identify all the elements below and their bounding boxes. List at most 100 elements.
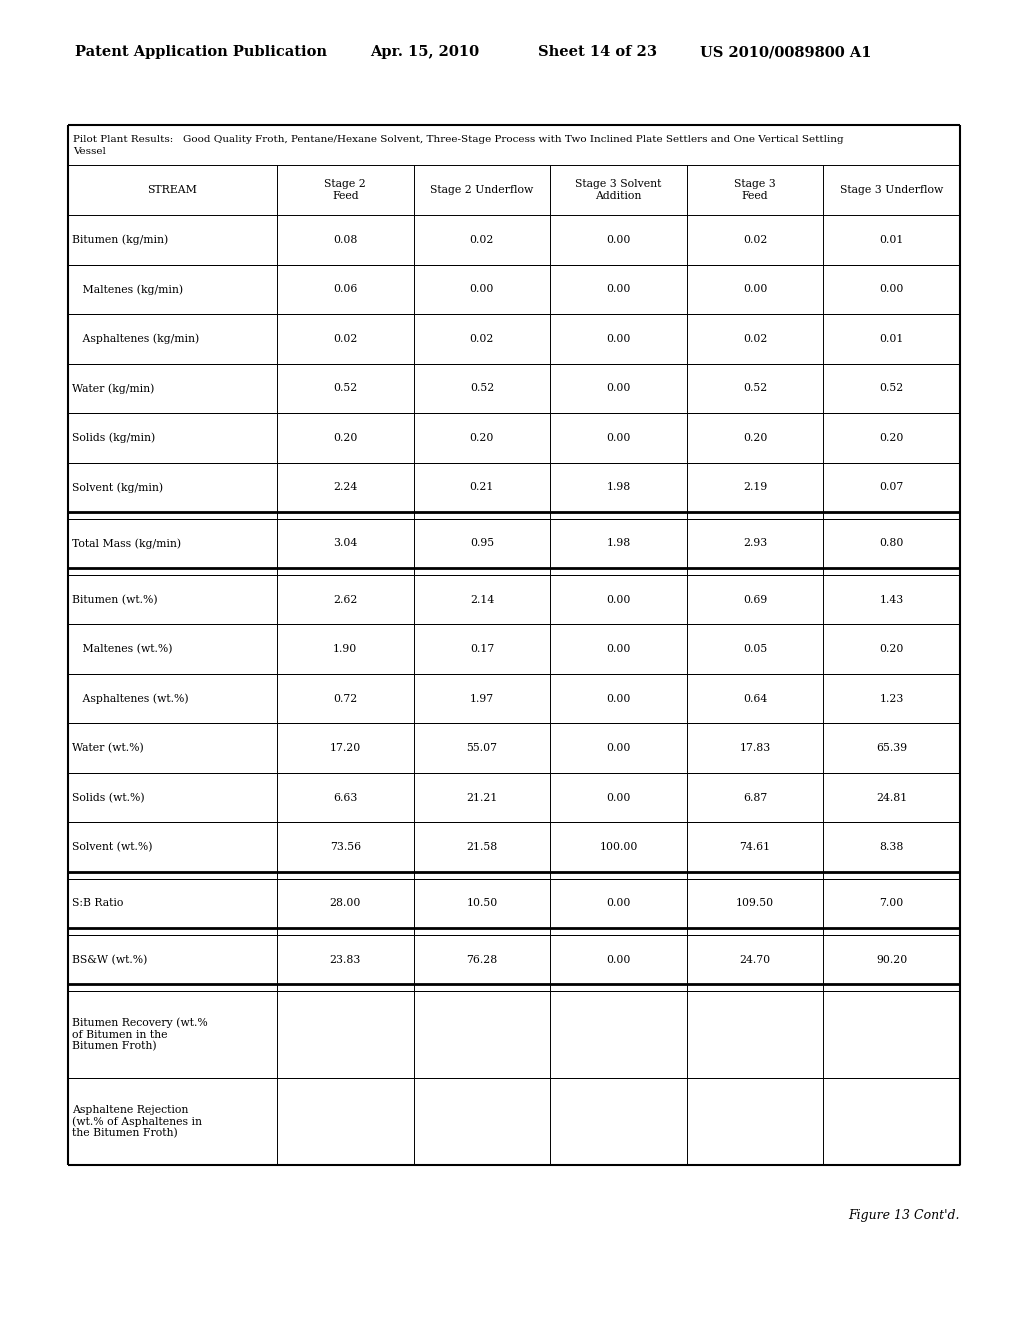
Text: Sheet 14 of 23: Sheet 14 of 23 [538,45,657,59]
Text: 0.80: 0.80 [880,539,904,549]
Text: 109.50: 109.50 [736,899,774,908]
Text: 24.81: 24.81 [877,793,907,803]
Text: 28.00: 28.00 [330,899,361,908]
Text: 0.64: 0.64 [743,694,767,704]
Text: Bitumen (kg/min): Bitumen (kg/min) [72,235,168,246]
Text: Asphaltenes (kg/min): Asphaltenes (kg/min) [72,334,200,345]
Text: 0.00: 0.00 [606,694,631,704]
Text: 1.97: 1.97 [470,694,494,704]
Text: 0.00: 0.00 [606,334,631,343]
Text: 21.58: 21.58 [466,842,498,853]
Text: 2.93: 2.93 [743,539,767,549]
Text: 1.98: 1.98 [606,539,631,549]
Text: 0.08: 0.08 [333,235,357,244]
Text: 0.00: 0.00 [606,284,631,294]
Text: Stage 2 Underflow: Stage 2 Underflow [430,185,534,195]
Text: Asphaltene Rejection
(wt.% of Asphaltenes in
the Bitumen Froth): Asphaltene Rejection (wt.% of Asphaltene… [72,1105,202,1138]
Text: 3.04: 3.04 [333,539,357,549]
Text: 10.50: 10.50 [466,899,498,908]
Text: 1.43: 1.43 [880,595,904,605]
Text: 0.00: 0.00 [606,235,631,244]
Text: 0.00: 0.00 [606,644,631,655]
Text: 0.06: 0.06 [333,284,357,294]
Text: Total Mass (kg/min): Total Mass (kg/min) [72,539,181,549]
Text: 0.00: 0.00 [470,284,495,294]
Text: Apr. 15, 2010: Apr. 15, 2010 [370,45,479,59]
Text: 7.00: 7.00 [880,899,904,908]
Text: 0.21: 0.21 [470,482,495,492]
Text: 0.20: 0.20 [470,433,495,442]
Text: 6.63: 6.63 [333,793,357,803]
Text: 0.20: 0.20 [743,433,767,442]
Text: 0.02: 0.02 [470,235,495,244]
Text: 1.90: 1.90 [333,644,357,655]
Text: 0.20: 0.20 [880,433,904,442]
Text: 90.20: 90.20 [877,954,907,965]
Text: 8.38: 8.38 [880,842,904,853]
Text: 0.52: 0.52 [743,383,767,393]
Text: 23.83: 23.83 [330,954,361,965]
Text: Solvent (wt.%): Solvent (wt.%) [72,842,153,853]
Text: 0.72: 0.72 [333,694,357,704]
Text: Solids (kg/min): Solids (kg/min) [72,433,156,444]
Text: Figure 13 Cont'd.: Figure 13 Cont'd. [849,1209,961,1221]
Text: 0.00: 0.00 [606,383,631,393]
Text: Stage 2
Feed: Stage 2 Feed [325,178,367,201]
Text: 0.00: 0.00 [606,793,631,803]
Text: 0.95: 0.95 [470,539,494,549]
Text: 0.07: 0.07 [880,482,904,492]
Text: 0.20: 0.20 [333,433,357,442]
Text: 2.24: 2.24 [333,482,357,492]
Text: 100.00: 100.00 [599,842,638,853]
Text: 0.52: 0.52 [333,383,357,393]
Text: 55.07: 55.07 [466,743,498,754]
Text: 0.01: 0.01 [880,334,904,343]
Text: US 2010/0089800 A1: US 2010/0089800 A1 [700,45,871,59]
Text: Solids (wt.%): Solids (wt.%) [72,792,144,803]
Text: 0.20: 0.20 [880,644,904,655]
Text: 17.20: 17.20 [330,743,360,754]
Text: 73.56: 73.56 [330,842,360,853]
Text: 0.00: 0.00 [606,743,631,754]
Text: 76.28: 76.28 [466,954,498,965]
Text: Patent Application Publication: Patent Application Publication [75,45,327,59]
Text: Asphaltenes (wt.%): Asphaltenes (wt.%) [72,693,188,704]
Text: Maltenes (kg/min): Maltenes (kg/min) [72,284,183,294]
Text: Maltenes (wt.%): Maltenes (wt.%) [72,644,172,655]
Text: BS&W (wt.%): BS&W (wt.%) [72,954,147,965]
Text: Solvent (kg/min): Solvent (kg/min) [72,482,163,492]
Text: 0.01: 0.01 [880,235,904,244]
Text: 2.19: 2.19 [743,482,767,492]
Text: Pilot Plant Results:   Good Quality Froth, Pentane/Hexane Solvent, Three-Stage P: Pilot Plant Results: Good Quality Froth,… [73,136,844,144]
Text: 24.70: 24.70 [739,954,771,965]
Text: 21.21: 21.21 [466,793,498,803]
Text: Vessel: Vessel [73,148,105,157]
Text: 0.05: 0.05 [743,644,767,655]
Text: 74.61: 74.61 [739,842,771,853]
Text: 0.52: 0.52 [470,383,494,393]
Text: 2.14: 2.14 [470,595,494,605]
Text: 0.00: 0.00 [606,433,631,442]
Text: 0.00: 0.00 [606,899,631,908]
Text: 0.00: 0.00 [880,284,904,294]
Text: 0.02: 0.02 [743,334,767,343]
Text: STREAM: STREAM [147,185,198,195]
Text: 1.98: 1.98 [606,482,631,492]
Text: 0.02: 0.02 [470,334,495,343]
Text: 0.00: 0.00 [743,284,767,294]
Text: Bitumen (wt.%): Bitumen (wt.%) [72,594,158,605]
Text: 17.83: 17.83 [739,743,771,754]
Text: 0.69: 0.69 [743,595,767,605]
Text: 0.00: 0.00 [606,595,631,605]
Text: 6.87: 6.87 [743,793,767,803]
Text: Stage 3 Underflow: Stage 3 Underflow [840,185,943,195]
Text: 0.00: 0.00 [606,954,631,965]
Text: 2.62: 2.62 [333,595,357,605]
Text: 1.23: 1.23 [880,694,904,704]
Text: Water (kg/min): Water (kg/min) [72,383,155,393]
Text: 0.02: 0.02 [333,334,357,343]
Text: Stage 3
Feed: Stage 3 Feed [734,178,776,201]
Text: Bitumen Recovery (wt.%
of Bitumen in the
Bitumen Froth): Bitumen Recovery (wt.% of Bitumen in the… [72,1018,208,1051]
Text: 0.02: 0.02 [743,235,767,244]
Text: Water (wt.%): Water (wt.%) [72,743,143,754]
